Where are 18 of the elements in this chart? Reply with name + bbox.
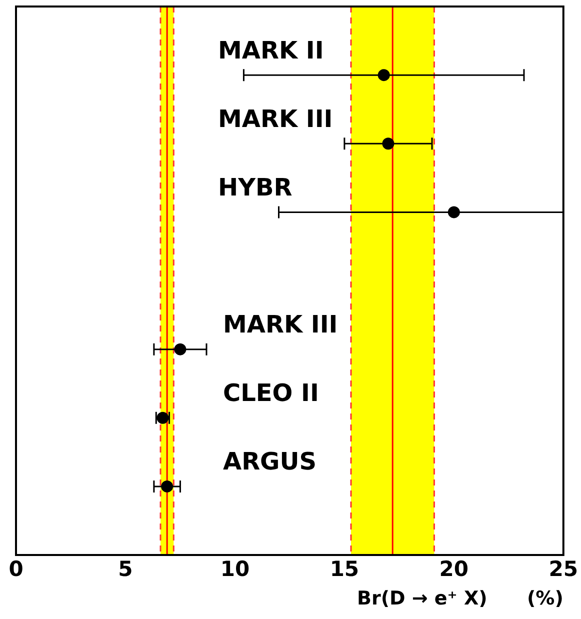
x-tick-label: 5 — [118, 557, 133, 582]
x-axis-title: Br(D → e⁺ X) (%) — [356, 588, 564, 610]
x-tick-label: 15 — [330, 557, 360, 582]
point — [161, 480, 174, 492]
point — [174, 343, 186, 356]
y-tick-label: MARK III — [223, 310, 338, 339]
point — [382, 138, 394, 150]
y-tick-label: MARK III — [218, 104, 333, 133]
y-tick-label: CLEO II — [223, 379, 319, 408]
x-tick-label: 20 — [439, 557, 469, 582]
point — [378, 69, 390, 82]
point — [448, 206, 460, 218]
x-tick-label: 0 — [8, 557, 24, 582]
y-tick-label: HYBR — [218, 173, 292, 202]
y-tick-label: MARK II — [218, 36, 324, 64]
y-tick-label: ARGUS — [223, 448, 317, 476]
x-tick-label: 10 — [220, 557, 250, 582]
x-tick-label: 25 — [548, 557, 578, 582]
